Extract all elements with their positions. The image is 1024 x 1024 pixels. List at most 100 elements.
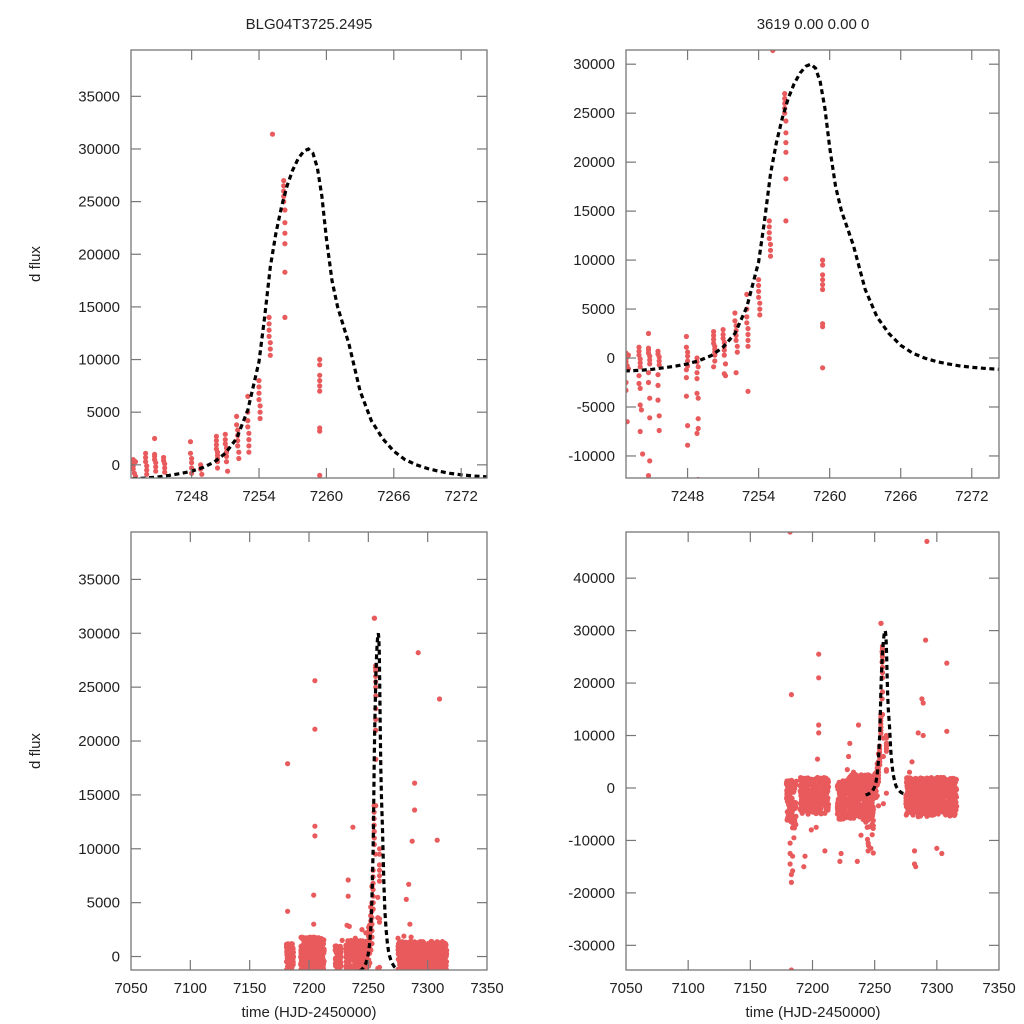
data-point [694,370,700,376]
data-point [712,358,718,364]
data-point [767,241,774,247]
data-point [412,807,418,813]
data-point [409,838,415,844]
data-point [880,801,887,807]
data-point [951,805,957,812]
data-point [695,416,701,422]
data-point [282,241,288,247]
plot-frame [130,531,488,971]
data-point [822,810,828,816]
data-point [784,817,790,823]
x-tick-label: 7300 [920,980,953,997]
data-point [187,439,194,445]
data-point [770,50,776,54]
data-point [787,840,793,846]
data-point [367,971,372,976]
data-point [307,942,313,949]
data-point [935,793,942,799]
data-point [367,973,372,978]
y-tick-label: 0 [607,350,615,367]
data-point [376,867,383,873]
data-point [257,409,263,415]
data-point [732,318,738,324]
y-tick-label: 35000 [78,88,120,105]
data-point [952,789,958,796]
data-point [785,785,791,791]
data-point [335,965,341,970]
data-point [919,803,925,809]
data-point [302,952,308,958]
data-point [437,962,443,968]
data-points-top-right [626,50,826,478]
y-tick-label: 15000 [78,299,120,316]
data-point [822,791,828,797]
data-point [870,806,876,813]
data-point [767,247,774,253]
data-point [850,769,857,775]
data-point [143,459,149,465]
data-point [836,791,843,797]
data-point [683,367,690,373]
data-point [395,966,401,970]
data-point [909,777,915,783]
data-point [234,413,240,419]
data-point [401,933,407,939]
data-point [809,803,816,809]
data-point [352,935,358,941]
data-point [213,442,219,448]
data-point [256,384,262,390]
y-tick-label: 5000 [87,404,120,421]
data-point [132,459,139,465]
y-tick-label: 15000 [573,203,615,220]
data-point [656,358,662,364]
data-point [857,796,863,802]
data-point [288,964,295,970]
data-point [767,253,774,259]
data-point [792,819,798,825]
data-point [299,934,305,940]
data-point [287,950,293,957]
data-point [346,923,352,930]
panel-bottom-left: 7050 7100 7150 7200 7250 7300 7350 0 5000 10000 15… [78,531,504,997]
data-point [395,951,401,957]
data-point [189,460,195,466]
data-point [745,326,751,332]
data-point [783,130,789,136]
data-point [920,732,926,739]
x-tick-label: 7254 [242,488,275,505]
data-point [336,953,342,959]
data-point [245,393,251,399]
data-point [904,796,911,803]
data-point [941,805,947,812]
data-point [721,339,727,345]
data-point [246,449,252,455]
data-point [413,950,419,956]
data-point [843,812,849,818]
data-point [401,952,407,958]
data-point [320,959,326,965]
data-point [784,792,790,798]
data-point [905,801,911,808]
data-point [153,460,159,466]
data-point [880,753,887,760]
data-point [744,320,750,326]
data-point [640,451,646,457]
data-point [373,803,379,809]
plot-frame [625,49,1000,479]
data-point [919,696,925,702]
data-point [868,845,874,851]
data-point [317,378,323,384]
data-point [369,921,375,927]
model-curve-top-right [626,62,999,373]
data-point [834,801,841,807]
data-point [952,784,958,790]
data-point [438,950,444,956]
data-point [647,361,653,367]
data-point [782,91,788,97]
data-point [426,950,432,957]
data-point [818,806,824,812]
data-point [645,473,652,478]
data-point [870,825,876,832]
data-point [883,748,890,754]
data-point [935,785,941,791]
